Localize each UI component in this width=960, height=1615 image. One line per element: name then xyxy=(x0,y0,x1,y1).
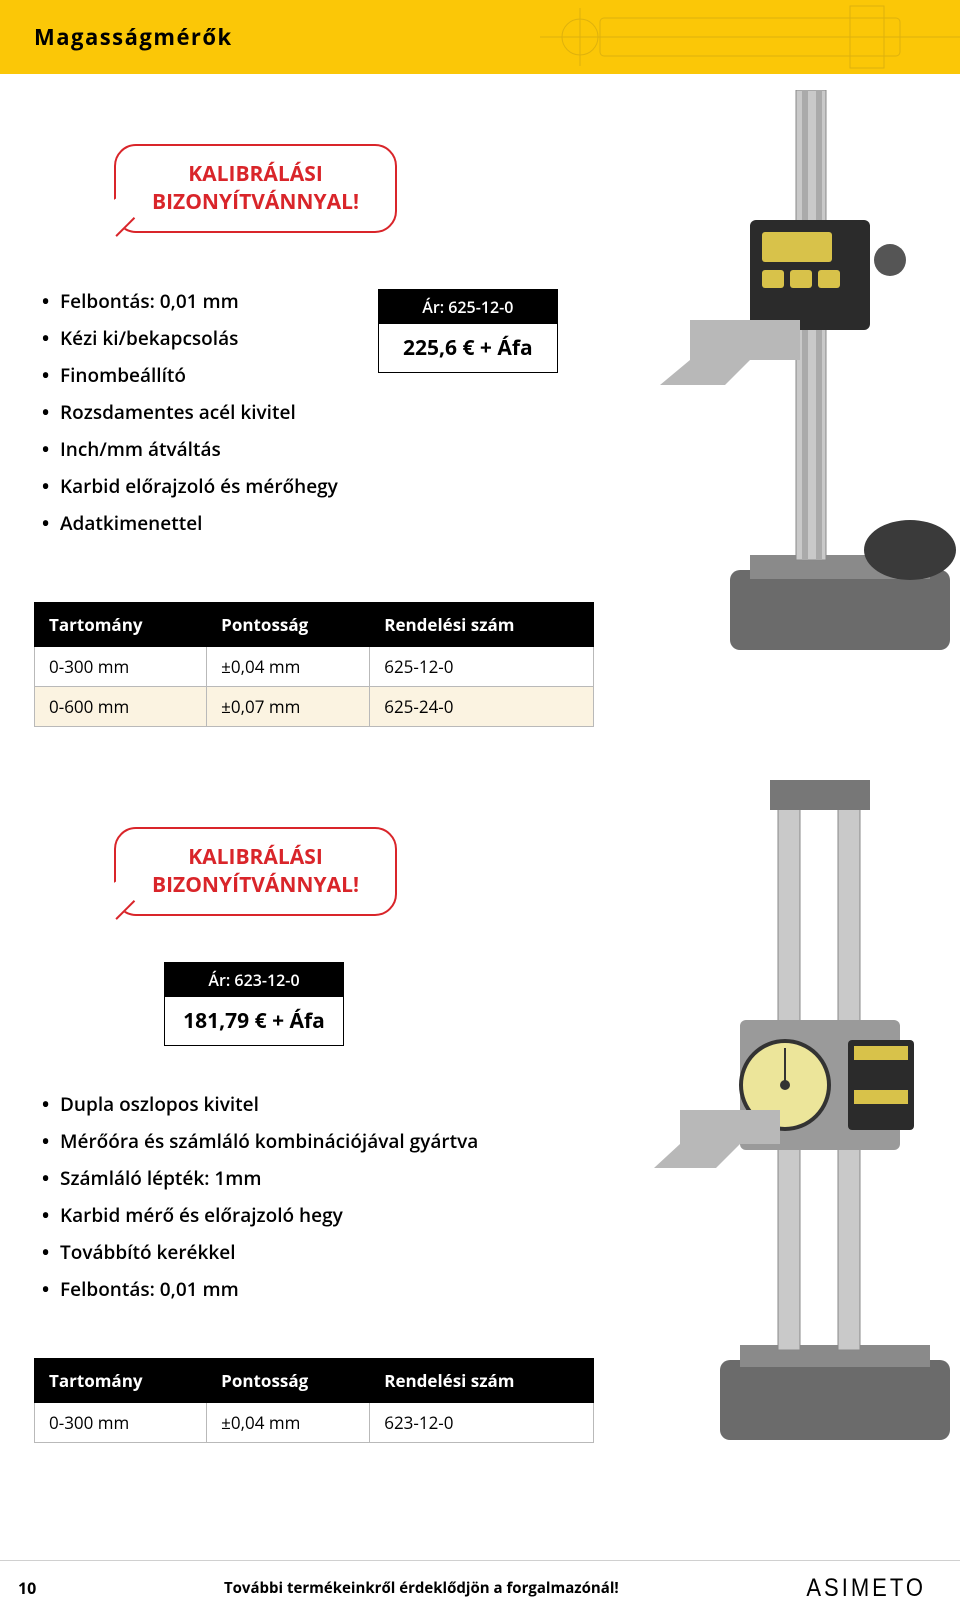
table-cell: ±0,04 mm xyxy=(207,1402,370,1442)
table-row: 0-300 mm ±0,04 mm 625-12-0 xyxy=(35,647,594,687)
table-cell: 0-300 mm xyxy=(35,647,207,687)
price-value: 181,79 € + Áfa xyxy=(165,997,343,1045)
spec-table-1: Tartomány Pontosság Rendelési szám 0-300… xyxy=(34,602,594,727)
page-title: Magasságmérők xyxy=(34,22,233,52)
calibration-callout: KALIBRÁLÁSI BIZONYÍTVÁNNYAL! xyxy=(114,144,397,233)
table-header: Pontosság xyxy=(207,1358,370,1402)
header-decoration xyxy=(540,0,960,74)
table-cell: 0-300 mm xyxy=(35,1402,207,1442)
feature-item: Felbontás: 0,01 mm xyxy=(42,283,338,320)
table-header: Rendelési szám xyxy=(370,603,594,647)
feature-list-2: Dupla oszlopos kivitel Mérőóra és számlá… xyxy=(34,1086,926,1308)
price-value: 225,6 € + Áfa xyxy=(379,324,557,372)
brand-logo: ASIMETO xyxy=(806,1573,926,1603)
callout-line-2: BIZONYÍTVÁNNYAL! xyxy=(152,871,359,899)
feature-item: Dupla oszlopos kivitel xyxy=(42,1086,926,1123)
feature-item: Inch/mm átváltás xyxy=(42,431,338,468)
feature-item: Rozsdamentes acél kivitel xyxy=(42,394,338,431)
feature-item: Felbontás: 0,01 mm xyxy=(42,1271,926,1308)
price-box-2: Ár: 623-12-0 181,79 € + Áfa xyxy=(164,962,344,1046)
feature-item: Mérőóra és számláló kombinációjával gyár… xyxy=(42,1123,926,1160)
table-header: Pontosság xyxy=(207,603,370,647)
table-row: 0-600 mm ±0,07 mm 625-24-0 xyxy=(35,687,594,727)
feature-item: Karbid mérő és előrajzoló hegy xyxy=(42,1197,926,1234)
feature-item: Finombeállító xyxy=(42,357,338,394)
callout-line-1: KALIBRÁLÁSI xyxy=(188,843,323,871)
page-footer: 10 További termékeinkről érdeklődjön a f… xyxy=(0,1560,960,1615)
table-header: Tartomány xyxy=(35,603,207,647)
calibration-callout: KALIBRÁLÁSI BIZONYÍTVÁNNYAL! xyxy=(114,827,397,916)
feature-item: Számláló lépték: 1mm xyxy=(42,1160,926,1197)
footer-note: További termékeinkről érdeklődjön a forg… xyxy=(224,1578,619,1598)
table-cell: 625-24-0 xyxy=(370,687,594,727)
table-cell: 623-12-0 xyxy=(370,1402,594,1442)
product-image-digital-height-gauge xyxy=(620,90,960,670)
spec-table-2: Tartomány Pontosság Rendelési szám 0-300… xyxy=(34,1358,594,1443)
table-cell: ±0,04 mm xyxy=(207,647,370,687)
page-header: Magasságmérők xyxy=(0,0,960,74)
price-label: Ár: 623-12-0 xyxy=(165,963,343,997)
feature-item: Adatkimenettel xyxy=(42,505,338,542)
feature-item: Továbbító kerékkel xyxy=(42,1234,926,1271)
price-box-1: Ár: 625-12-0 225,6 € + Áfa xyxy=(378,289,558,373)
table-cell: ±0,07 mm xyxy=(207,687,370,727)
table-header: Rendelési szám xyxy=(370,1358,594,1402)
feature-list-1: Felbontás: 0,01 mm Kézi ki/bekapcsolás F… xyxy=(34,283,338,542)
page-number: 10 xyxy=(18,1577,36,1599)
table-header: Tartomány xyxy=(35,1358,207,1402)
feature-item: Karbid előrajzoló és mérőhegy xyxy=(42,468,338,505)
price-label: Ár: 625-12-0 xyxy=(379,290,557,324)
callout-line-1: KALIBRÁLÁSI xyxy=(188,160,323,188)
table-cell: 625-12-0 xyxy=(370,647,594,687)
feature-item: Kézi ki/bekapcsolás xyxy=(42,320,338,357)
table-row: 0-300 mm ±0,04 mm 623-12-0 xyxy=(35,1402,594,1442)
table-cell: 0-600 mm xyxy=(35,687,207,727)
callout-line-2: BIZONYÍTVÁNNYAL! xyxy=(152,188,359,216)
